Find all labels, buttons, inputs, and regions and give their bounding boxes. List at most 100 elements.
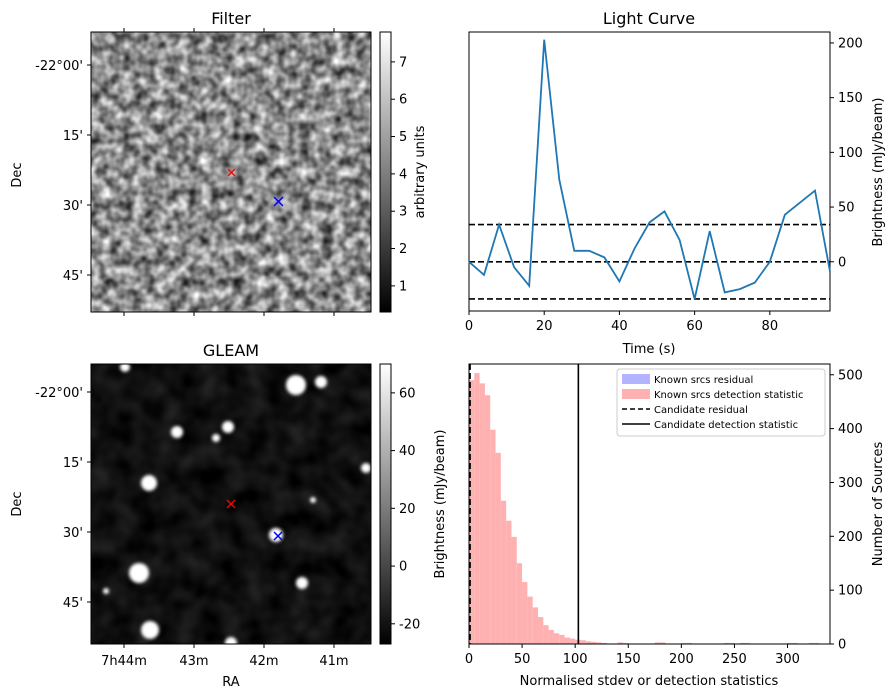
filter-ytick-label: 15': [63, 129, 83, 144]
lightcurve-ytick-label: 0: [838, 255, 846, 270]
lightcurve-xtick-label: 60: [686, 319, 703, 334]
gleam-image-frame: [90, 363, 372, 645]
lightcurve-xtick-label: 80: [762, 319, 779, 334]
gleam-yticks: [87, 391, 91, 603]
histogram-ytick-label: 400: [838, 422, 863, 437]
colorbar-tick-label: 0: [399, 560, 407, 575]
gleam-xtick-label: 43m: [179, 654, 208, 669]
gleam-xtick-label: 41m: [319, 654, 348, 669]
gleam-blue-marker: [273, 531, 283, 541]
histogram-ylabel-left: Brightness (mJy/beam): [433, 430, 448, 579]
colorbar-tick-label: 3: [399, 205, 407, 220]
filter-yticks: [87, 64, 91, 276]
gleam-ytick-label: 45': [63, 596, 83, 611]
lightcurve-ytick-label: 150: [838, 91, 863, 106]
histogram-yticks: 0 100 200 300 400 500: [830, 368, 863, 653]
histogram-bar: [511, 536, 517, 644]
lightcurve-frame: [468, 31, 831, 312]
lightcurve-xtick-label: 20: [536, 319, 553, 334]
histogram-bar: [787, 642, 793, 644]
histogram-xtick-label: 50: [514, 652, 531, 667]
colorbar-tick-label: 40: [399, 444, 416, 459]
histogram-ytick-label: 500: [838, 368, 863, 383]
histogram-bar: [591, 641, 597, 644]
lightcurve-xlabel: Time (s): [622, 342, 676, 357]
filter-panel: Filter -22°00' 15' 30' 45' Dec 1 2 3 4 5 6 7 a…: [10, 9, 428, 316]
legend-label: Candidate residual: [654, 405, 748, 416]
gleam-ytick-label: 30': [63, 526, 83, 541]
filter-xticks: [123, 28, 335, 316]
histogram-xtick-label: 100: [563, 652, 588, 667]
histogram-xtick-label: 300: [775, 652, 800, 667]
histogram-ylabel: Number of Sources: [871, 442, 886, 567]
lightcurve-xticks: 0 20 40 60 80: [465, 311, 778, 334]
histogram-xticks: 0 50 100 150 200 250 300: [465, 644, 800, 667]
histogram-bar: [559, 634, 565, 644]
gleam-red-marker: [226, 499, 236, 509]
histogram-bar: [490, 429, 496, 644]
colorbar-tick-label: 20: [399, 502, 416, 517]
histogram-bar: [527, 596, 533, 644]
histogram-bar: [532, 607, 539, 644]
histogram-bar: [654, 642, 661, 644]
histogram-bar: [814, 642, 820, 644]
histogram-bar: [495, 452, 501, 644]
lightcurve-ytick-label: 200: [838, 36, 863, 51]
histogram-bar: [681, 642, 687, 644]
histogram-ytick-label: 100: [838, 584, 863, 599]
histogram-bar: [506, 520, 512, 644]
gleam-xtick-label: 42m: [249, 654, 278, 669]
lightcurve-yticks: 0 50 100 150 200: [830, 36, 863, 270]
filter-blue-marker: [273, 196, 284, 207]
lightcurve-xtick-label: 0: [465, 319, 473, 334]
histogram-bar: [622, 642, 629, 644]
legend-swatch-known-residual: [622, 374, 650, 384]
filter-ytick-label: 30': [63, 199, 83, 214]
histogram-panel: 0 50 100 150 200 250 300 0 100 200 300 400 500 Norm…: [433, 363, 886, 689]
gleam-ytick-label: -22°00': [35, 386, 83, 401]
legend-label: Known srcs residual: [654, 375, 753, 386]
histogram-bars: [469, 373, 820, 644]
histogram-candidate-lines: [469, 364, 580, 644]
histogram-bar: [548, 630, 554, 644]
gleam-title: GLEAM: [203, 341, 259, 360]
lightcurve-line: [468, 39, 831, 300]
lightcurve-ytick-label: 100: [838, 146, 863, 161]
lightcurve-ylabel: Brightness (mJy/beam): [871, 98, 886, 247]
histogram-ytick-label: 200: [838, 530, 863, 545]
histogram-bar: [564, 637, 570, 644]
histogram-bar: [601, 642, 608, 644]
histogram-xtick-label: 0: [465, 652, 473, 667]
histogram-bar: [729, 642, 735, 644]
gleam-ylabel: Dec: [10, 491, 25, 516]
filter-ylabel: Dec: [10, 162, 25, 187]
histogram-bar: [500, 500, 507, 644]
histogram-bar: [617, 642, 623, 644]
histogram-bar: [792, 642, 799, 644]
histogram-frame: [468, 363, 831, 645]
histogram-bar: [580, 640, 586, 644]
legend-box: [616, 368, 826, 437]
colorbar-tick-label: 5: [399, 130, 407, 145]
legend-label: Known srcs detection statistic: [654, 390, 803, 401]
histogram-bar: [479, 383, 485, 644]
lightcurve-xtick-label: 40: [611, 319, 628, 334]
colorbar-tick-label: 1: [399, 279, 407, 294]
lightcurve-ytick-label: 50: [838, 201, 855, 216]
gleam-colorbar: [379, 363, 392, 645]
histogram-bar: [808, 642, 815, 644]
histogram-bar: [686, 642, 692, 644]
legend-swatch-known-detection: [622, 389, 650, 399]
lightcurve-threshold-lines: [469, 223, 830, 300]
histogram-bar: [739, 642, 746, 644]
gleam-panel: GLEAM -22°00' 15' 30' 45': [10, 341, 420, 690]
histogram-legend: Known srcs residual Known srcs detection…: [616, 368, 826, 437]
filter-ytick-label: 45': [63, 269, 83, 284]
legend-label: Candidate detection statistic: [654, 420, 798, 431]
histogram-xtick-label: 150: [616, 652, 641, 667]
histogram-bar: [585, 641, 592, 644]
colorbar-tick-label: 6: [399, 93, 407, 108]
histogram-bar: [516, 563, 523, 644]
filter-title: Filter: [211, 9, 251, 28]
